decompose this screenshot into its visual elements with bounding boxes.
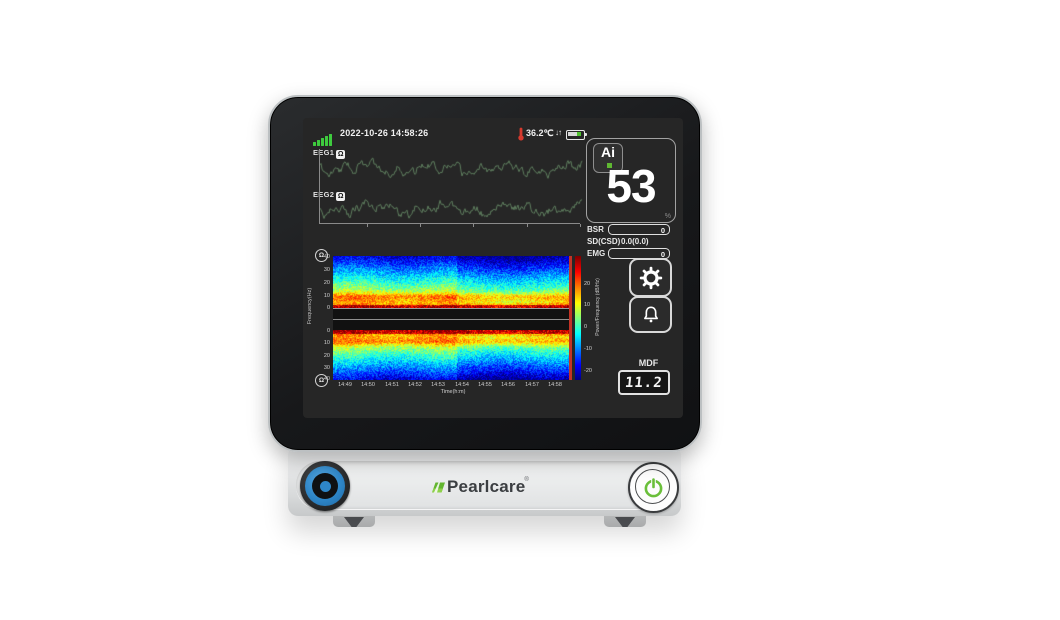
eeg-x-axis: [319, 223, 580, 224]
spectrogram-gap: [333, 308, 570, 332]
mdf-value: 11.2: [624, 374, 664, 391]
datetime-text: 2022-10-26 14:58:26: [340, 128, 429, 138]
updown-arrows-icon: ↓↑: [555, 128, 562, 137]
spectrogram-bottom-canvas: [333, 330, 570, 380]
mdf-display: 11.2: [618, 370, 670, 395]
colorbar-axis-label: Power/Frequency (dB/Hz): [595, 278, 601, 336]
mdf-label: MDF: [638, 358, 659, 368]
eeg1-waveform-canvas: [320, 149, 583, 182]
alarm-button[interactable]: [629, 296, 672, 333]
frequency-axis-label: Frequency(Hz): [307, 287, 313, 325]
ai-logo: Ai: [593, 143, 623, 173]
device-foot-right: [604, 514, 646, 527]
signal-strength-icon: [313, 128, 333, 146]
percent-mark: %: [664, 213, 671, 220]
front-panel: [296, 461, 673, 509]
registered-mark: ®: [524, 477, 529, 483]
bsr-label: BSR: [587, 225, 604, 234]
device-foot-left: [333, 514, 375, 527]
gear-icon: [639, 266, 662, 289]
rotary-knob[interactable]: [300, 461, 350, 511]
bsr-value-box: 0: [608, 224, 670, 235]
ai-index-panel: Ai 53 %: [586, 138, 676, 223]
knob-center-dot: [319, 480, 331, 492]
eeg2-waveform-canvas: [320, 191, 583, 222]
power-icon: [644, 478, 663, 498]
bsr-value: 0: [660, 226, 665, 235]
spec-eeg2-impedance-icon: Ω: [315, 374, 328, 387]
leaf-icon: [432, 482, 445, 492]
emg-label: EMG: [587, 249, 606, 258]
status-bar: 2022-10-26 14:58:26 36.2℃ ↓↑: [303, 118, 683, 146]
settings-button[interactable]: [629, 258, 672, 297]
sd-value: 0.0(0.0): [621, 237, 649, 246]
touchscreen-display: 2022-10-26 14:58:26 36.2℃ ↓↑ EEG1Ω EEG2Ω: [303, 118, 683, 418]
current-time-cursor: [569, 256, 572, 380]
emg-value: 0: [660, 250, 665, 259]
thermometer-icon: [518, 127, 524, 141]
spectrogram-top-canvas: [333, 256, 570, 308]
power-button-ring: [635, 469, 670, 504]
ai-logo-green-dot: [607, 163, 612, 168]
bell-icon: [643, 305, 658, 322]
battery-icon: [566, 130, 587, 140]
brand-logo: Pearlcare ®: [430, 474, 560, 500]
spec-eeg1-impedance-icon: Ω: [315, 249, 328, 262]
eeg-y-axis: [319, 149, 320, 223]
temperature-text: 36.2℃: [526, 128, 554, 138]
time-axis-label: Time(h:m): [440, 389, 466, 395]
colorbar: [575, 256, 581, 380]
anesthesia-index-value: 53: [606, 160, 656, 212]
sd-label: SD(CSD): [587, 237, 621, 246]
brand-name: Pearlcare: [447, 477, 526, 496]
power-button[interactable]: [628, 462, 679, 513]
